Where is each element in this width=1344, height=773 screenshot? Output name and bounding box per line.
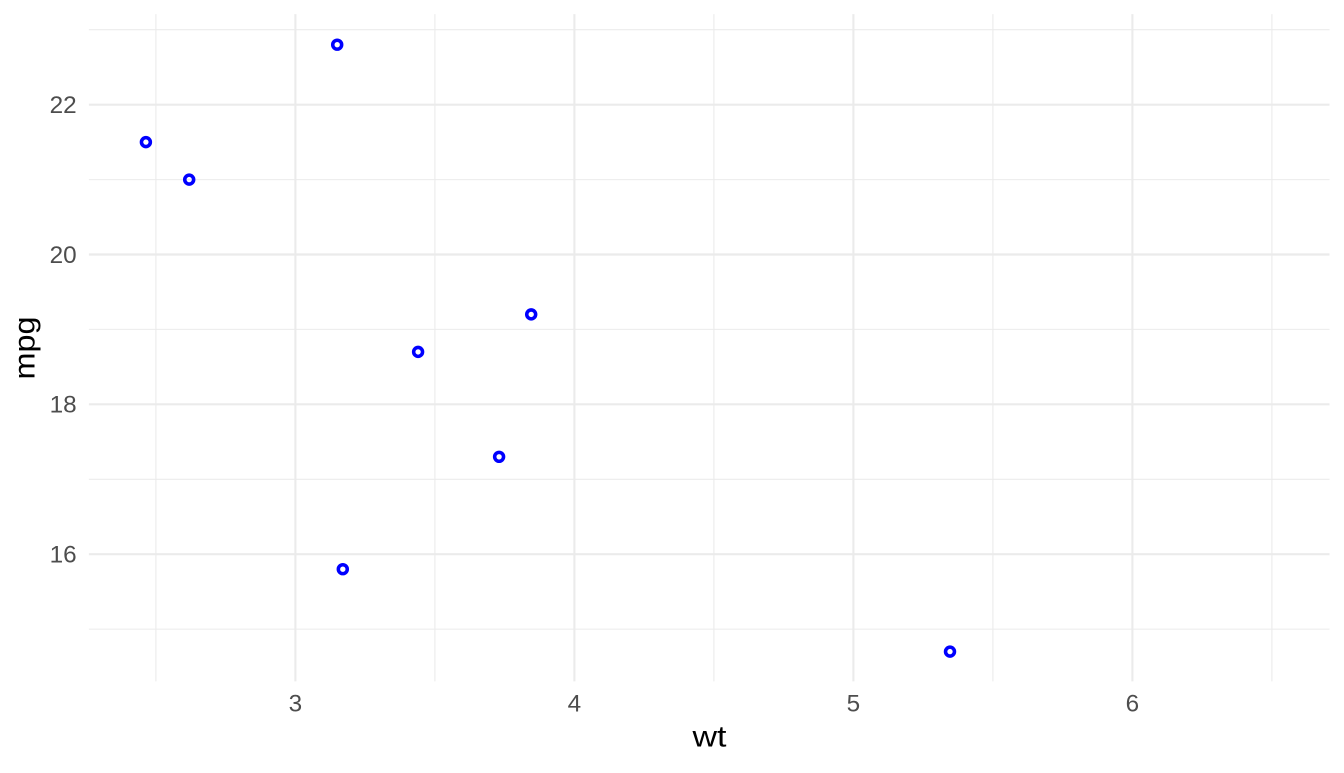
svg-text:18: 18	[50, 392, 77, 419]
svg-text:5: 5	[847, 690, 861, 717]
svg-text:4: 4	[568, 690, 582, 717]
svg-text:22: 22	[50, 92, 77, 119]
svg-text:mpg: mpg	[9, 317, 42, 380]
svg-text:wt: wt	[691, 720, 726, 753]
svg-text:6: 6	[1126, 690, 1140, 717]
svg-text:3: 3	[289, 690, 303, 717]
svg-text:16: 16	[50, 542, 77, 569]
svg-text:20: 20	[50, 242, 77, 269]
